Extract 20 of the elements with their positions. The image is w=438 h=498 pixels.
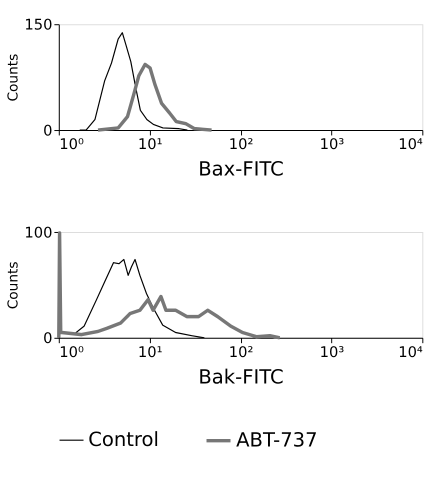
x-tick-label: 10² <box>228 136 254 154</box>
x-axis-title: Bak-FITC <box>198 365 284 388</box>
y-tick-label: 150 <box>24 16 52 34</box>
x-tick-label: 10³ <box>320 136 344 154</box>
x-axis-title: Bax-FITC <box>198 158 284 181</box>
x-tick-label: 10⁴ <box>398 344 423 361</box>
x-tick-label: 10¹ <box>138 344 163 361</box>
y-axis-title: Counts <box>6 261 22 310</box>
x-tick-label: 10³ <box>320 344 344 361</box>
x-tick-label: 10⁰ <box>59 344 84 361</box>
x-tick-label: 10¹ <box>138 136 163 154</box>
x-tick-label: 10² <box>228 344 254 361</box>
legend-label: Control <box>88 428 159 452</box>
y-tick-label: 100 <box>24 224 52 242</box>
y-tick-label: 0 <box>43 330 52 348</box>
y-tick-label: 0 <box>43 122 52 140</box>
y-axis-title: Counts <box>6 54 22 102</box>
legend-label: ABT-737 <box>236 428 318 452</box>
x-tick-label: 10⁰ <box>59 136 84 154</box>
x-tick-label: 10⁴ <box>398 136 423 154</box>
